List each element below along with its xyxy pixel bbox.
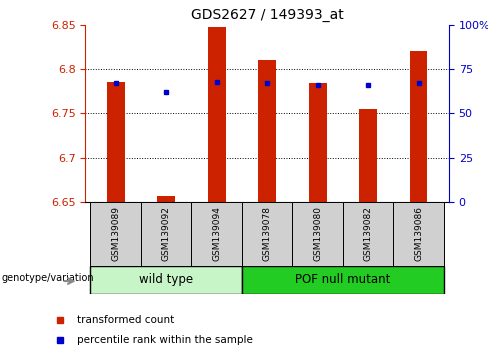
Text: GSM139092: GSM139092 [162, 206, 171, 261]
Bar [292, 202, 343, 266]
Bar [107, 82, 124, 202]
Bar [141, 202, 191, 266]
Text: wild type: wild type [139, 273, 193, 286]
Bar [191, 202, 242, 266]
Text: transformed count: transformed count [77, 315, 174, 325]
Text: GSM139089: GSM139089 [111, 206, 120, 261]
Text: genotype/variation: genotype/variation [2, 273, 94, 283]
Bar [242, 202, 292, 266]
Text: POF null mutant: POF null mutant [295, 273, 390, 286]
Bar [258, 60, 276, 202]
Text: percentile rank within the sample: percentile rank within the sample [77, 335, 253, 345]
Text: GSM139082: GSM139082 [364, 206, 373, 261]
Bar [208, 27, 225, 202]
Text: GSM139080: GSM139080 [313, 206, 322, 261]
Bar [343, 202, 393, 266]
Bar [90, 266, 242, 294]
Bar [242, 266, 444, 294]
Text: GSM139094: GSM139094 [212, 206, 221, 261]
Text: GSM139078: GSM139078 [263, 206, 272, 261]
Bar [309, 83, 326, 202]
Bar [157, 195, 175, 202]
Text: GSM139086: GSM139086 [414, 206, 423, 261]
Bar [359, 109, 377, 202]
Bar [393, 202, 444, 266]
Bar [410, 51, 427, 202]
Bar [90, 202, 141, 266]
Title: GDS2627 / 149393_at: GDS2627 / 149393_at [191, 8, 344, 22]
